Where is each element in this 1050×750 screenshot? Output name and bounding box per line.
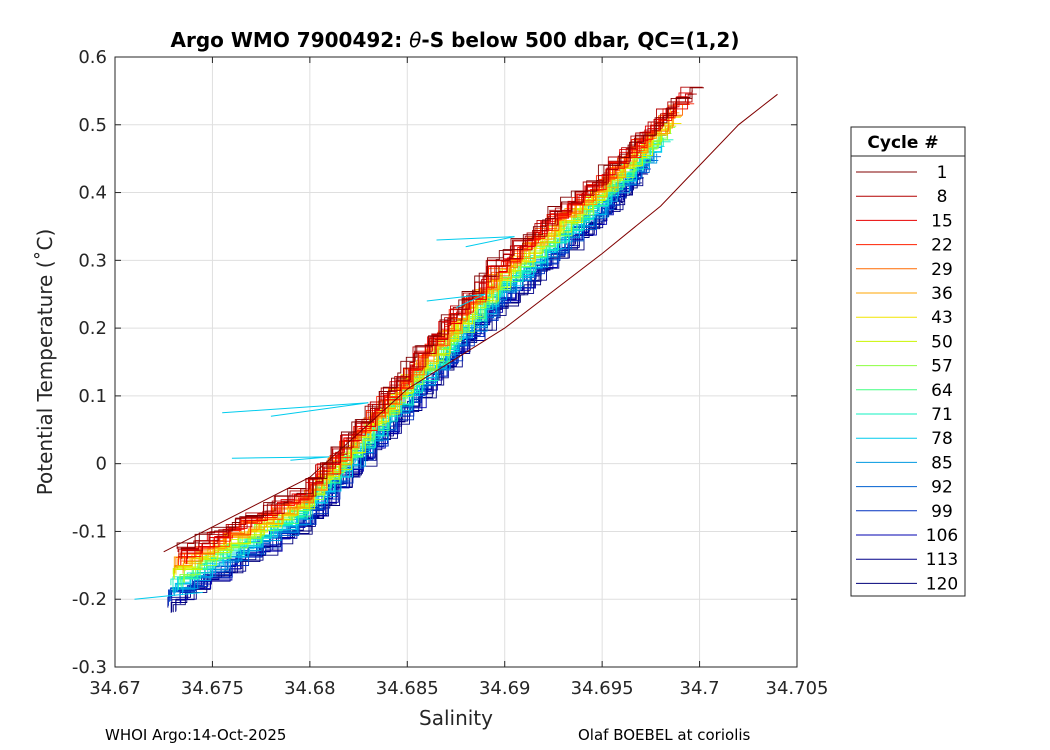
x-tick-label: 34.685 — [376, 678, 439, 699]
axes-box — [114, 56, 798, 668]
footer-right: Olaf BOEBEL at coriolis — [578, 726, 751, 744]
cycle-line — [180, 87, 693, 550]
legend-entries: 1 8 15 22 29 36 43 50 57 64 71 78 85 92 99 106 113 120 — [856, 163, 958, 594]
y-tick-label: 0.5 — [78, 115, 107, 136]
outlier-spike — [436, 236, 515, 248]
legend-label: 43 — [931, 308, 953, 328]
legend-label: 57 — [931, 357, 953, 377]
legend-box — [850, 126, 966, 597]
y-tick-label: -0.3 — [72, 657, 107, 678]
cycle-line — [171, 168, 651, 601]
cycle-line — [182, 108, 676, 574]
y-tick-label: 0.6 — [78, 47, 107, 68]
legend-label: 106 — [926, 526, 958, 546]
x-tick-label: 34.7 — [680, 678, 720, 699]
legend-label: 1 — [937, 163, 948, 183]
legend-title: Cycle # — [867, 133, 938, 153]
legend-label: 71 — [931, 405, 953, 425]
outlier-spike — [222, 402, 369, 417]
legend-label: 22 — [931, 236, 953, 256]
y-tick-label: 0.4 — [78, 183, 107, 204]
cycle-line — [180, 97, 690, 556]
x-tick-label: 34.69 — [479, 678, 531, 699]
cycle-line — [176, 87, 704, 549]
legend-label: 50 — [931, 332, 953, 352]
outlier-spike — [231, 456, 330, 461]
x-tick-label: 34.695 — [571, 678, 634, 699]
cycle-line — [173, 112, 680, 568]
y-axis-label: Potential Temperature (˚C) — [33, 229, 57, 496]
x-tick-labels: 34.67 34.675 34.68 34.685 34.69 34.695 34.7 34.… — [89, 678, 828, 699]
legend: Cycle # 18152229364350576471788592991061… — [850, 126, 966, 597]
legend-label: 29 — [931, 260, 953, 280]
outlier-spike — [134, 591, 203, 600]
svg-text:Argo WMO 7900492: θ-S below 50: Argo WMO 7900492: θ-S below 500 dbar, QC… — [171, 28, 740, 52]
legend-label: 36 — [931, 284, 953, 304]
legend-label: 8 — [937, 187, 948, 207]
ticks — [114, 56, 798, 668]
x-tick-label: 34.675 — [181, 678, 244, 699]
legend-label: 15 — [931, 211, 953, 231]
legend-label: 64 — [931, 381, 953, 401]
y-tick-label: -0.1 — [72, 521, 107, 542]
cycle-line — [178, 104, 690, 563]
legend-label: 99 — [931, 502, 953, 522]
cycle-line-1 — [163, 93, 778, 553]
x-tick-label: 34.67 — [89, 678, 141, 699]
y-tick-label: 0.2 — [78, 318, 107, 339]
legend-label: 120 — [926, 574, 958, 594]
x-tick-label: 34.705 — [766, 678, 829, 699]
legend-label: 113 — [926, 550, 958, 570]
data-lines — [134, 86, 778, 613]
cycle-line — [169, 158, 653, 597]
y-tick-label: 0 — [96, 454, 107, 475]
cycle-line — [177, 90, 693, 552]
legend-label: 92 — [931, 478, 953, 498]
legend-label: 85 — [931, 453, 953, 473]
y-tick-labels: -0.3 -0.2 -0.1 0 0.1 0.2 0.3 0.4 0.5 0.6 — [72, 47, 107, 678]
y-tick-label: 0.1 — [78, 386, 107, 407]
x-axis-label: Salinity — [419, 706, 493, 730]
outlier-spike — [426, 293, 486, 309]
legend-label: 78 — [931, 429, 953, 449]
chart-title: Argo WMO 7900492: θ-S below 500 dbar, QC… — [171, 28, 740, 52]
y-tick-label: -0.2 — [72, 589, 107, 610]
footer-left: WHOI Argo:14-Oct-2025 — [105, 726, 286, 744]
x-tick-label: 34.68 — [284, 678, 336, 699]
y-tick-label: 0.3 — [78, 250, 107, 271]
